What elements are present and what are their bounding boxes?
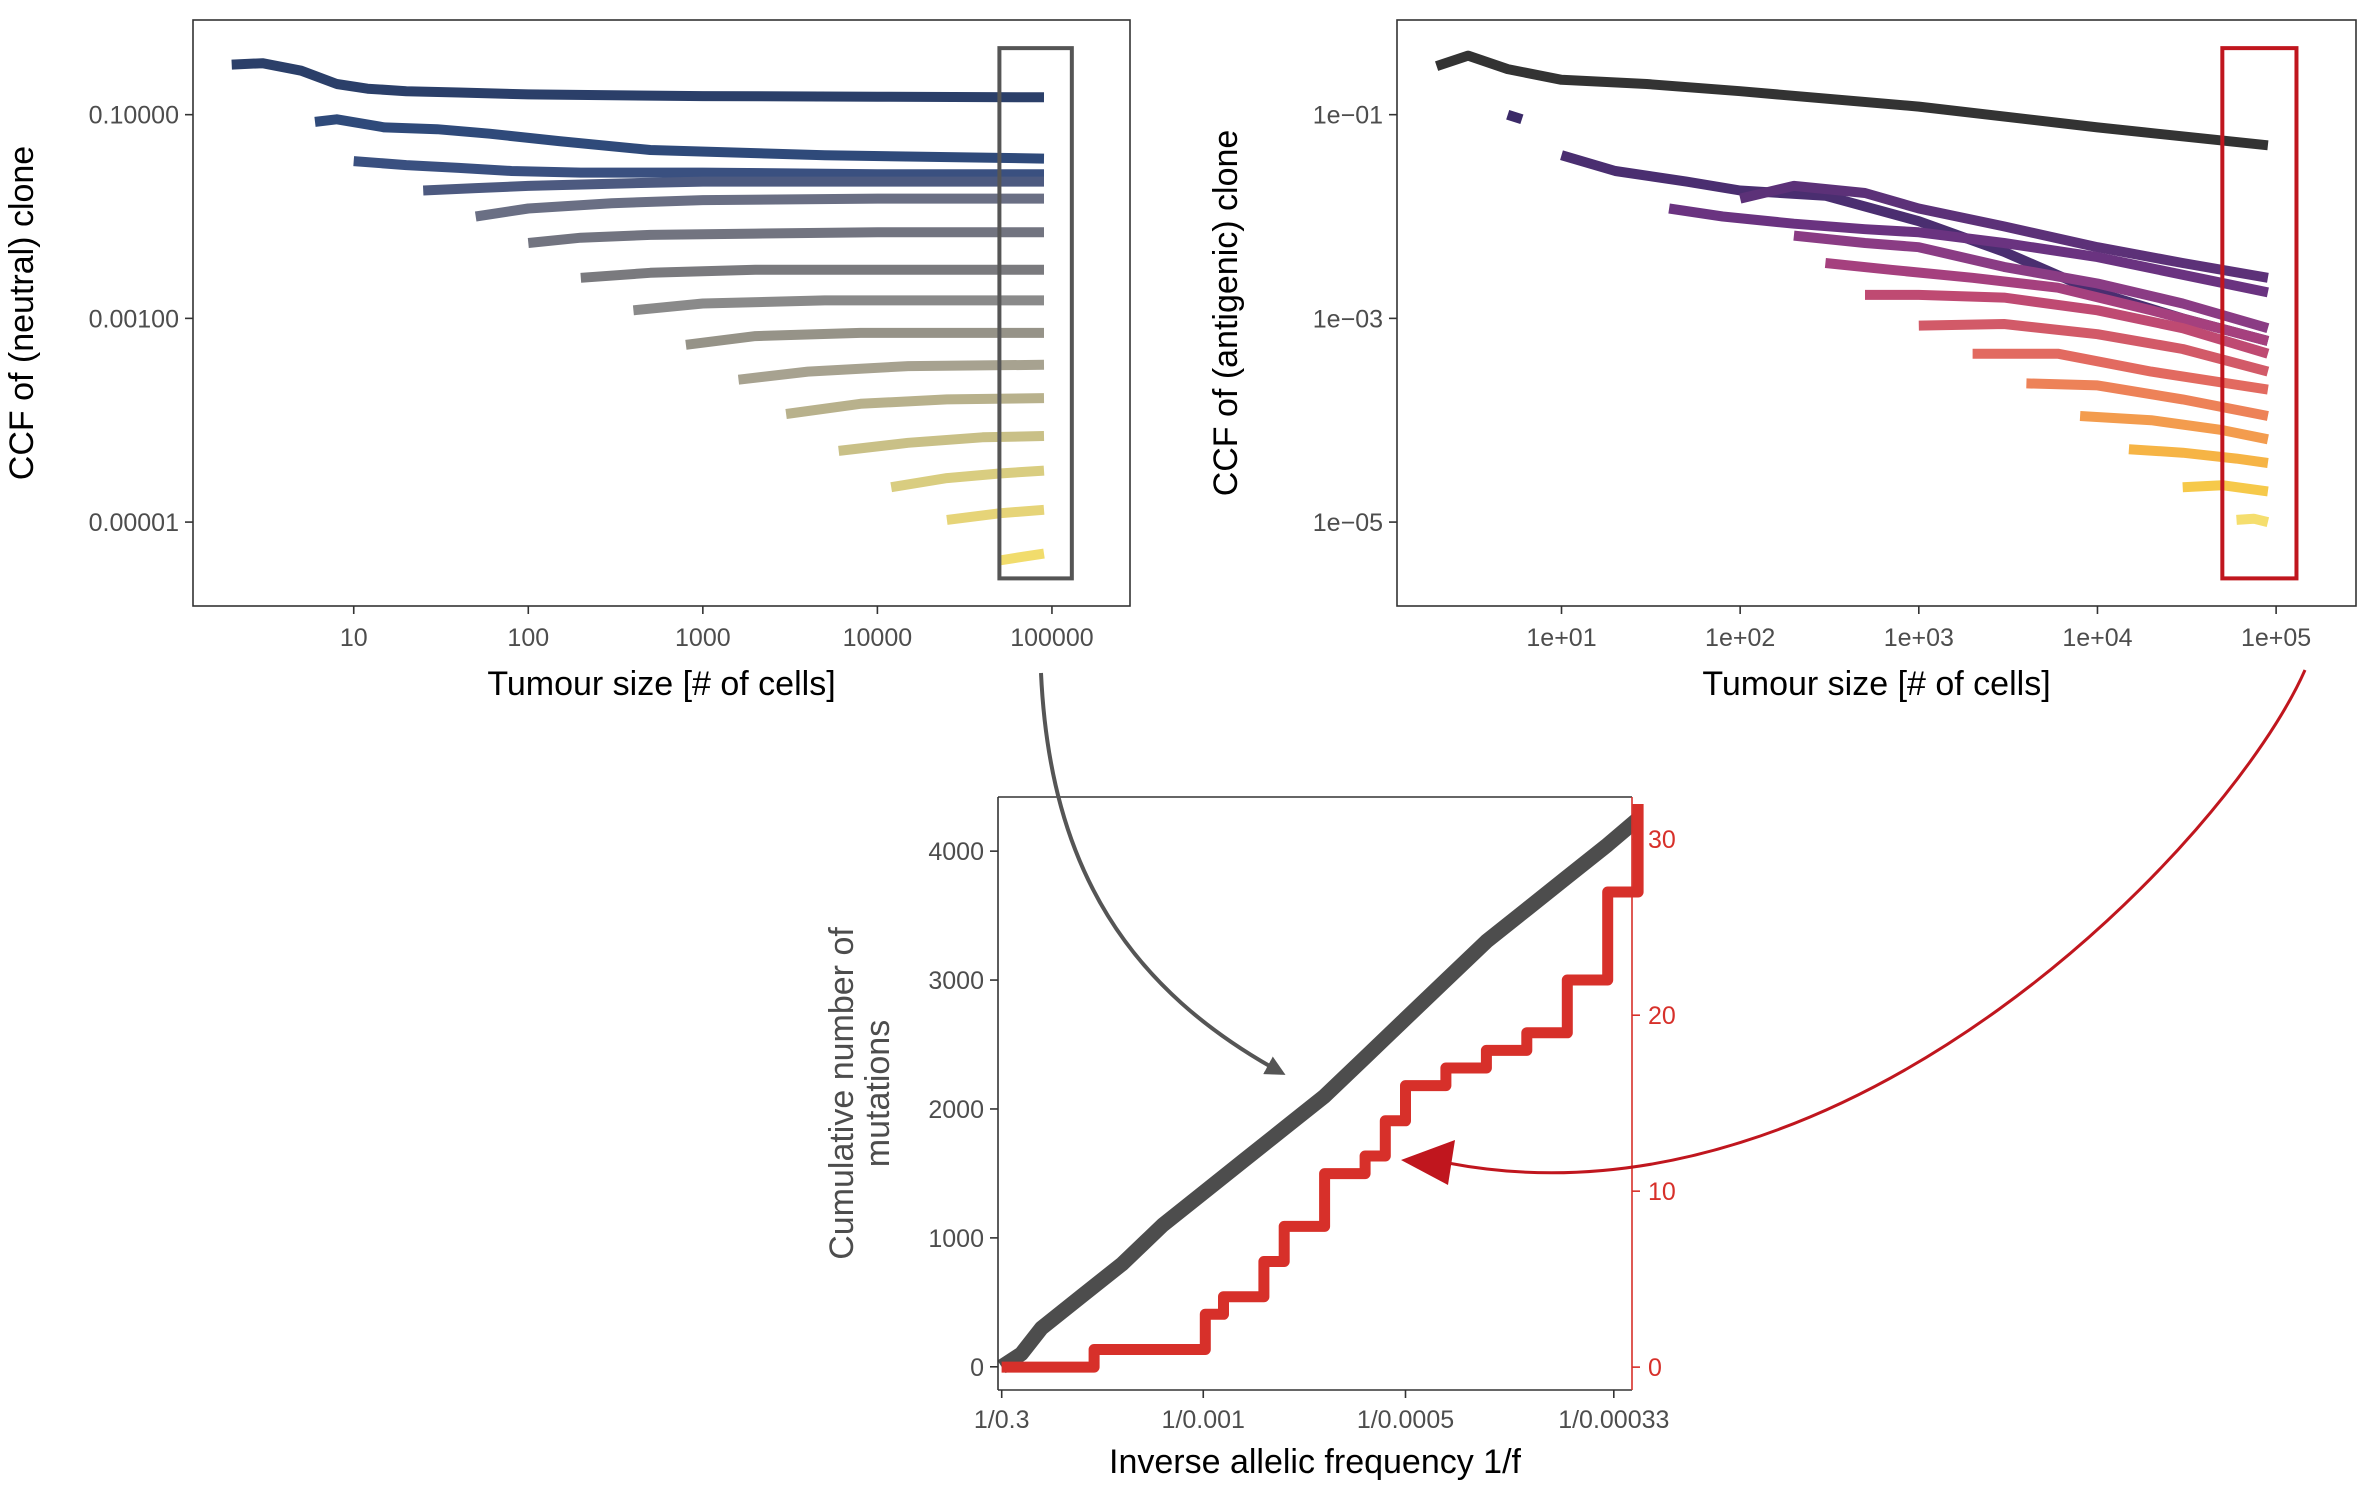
neutral-x-tick-label: 10 [340, 624, 368, 652]
cumulative-y-tick-label: 2000 [928, 1096, 984, 1124]
antigenic-series-line [1793, 230, 2270, 334]
neutral-y-axis-title: CCF of (neutral) clone [3, 146, 41, 480]
cumulative-y2-tick-label: 10 [1648, 1178, 1676, 1206]
neutral-series-line [685, 327, 1044, 350]
antigenic-series-layer [1435, 50, 2270, 527]
antigenic-to-cumulative-arrow [1447, 669, 2307, 1175]
antigenic-plot-frame [1396, 19, 2357, 607]
cumulative-y2-ticks: 0 10 20 30 [1632, 826, 1676, 1382]
neutral-highlight-box [997, 46, 1074, 581]
neutral-series-line [838, 431, 1045, 456]
neutral-series-line [422, 176, 1044, 196]
cumulative-x-tick-label: 1/0.001 [1162, 1406, 1245, 1434]
antigenic-series-line [2079, 411, 2269, 445]
antigenic-series-line [2128, 444, 2269, 468]
antigenic-x-tick-label: 1e+02 [1705, 624, 1775, 652]
cumulative-series-layer [997, 804, 1644, 1374]
neutral-y-tick-label: 0.00100 [89, 305, 179, 333]
neutral-series-line [580, 264, 1044, 283]
cumulative-axis-lines [997, 796, 1633, 1391]
neutral-x-tick-label: 1000 [675, 624, 731, 652]
antigenic-x-tick-label: 1e+01 [1526, 624, 1596, 652]
antigenic-series-line [2026, 378, 2269, 421]
antigenic-arrowhead [1401, 1140, 1455, 1185]
antigenic-series-line [1918, 319, 2270, 377]
cumulative-x-ticks: 1/0.3 1/0.001 1/0.0005 1/0.00033 [974, 1390, 1669, 1434]
antigenic-series-line [1972, 348, 2269, 395]
neutral-series-line [231, 58, 1045, 103]
total-mutations-line [997, 813, 1643, 1374]
neutral-series-line [890, 465, 1045, 493]
antigenic-x-tick-label: 1e+04 [2062, 624, 2132, 652]
cumulative-y-tick-label: 3000 [928, 967, 984, 995]
antigenic-series-line [2182, 480, 2269, 497]
antigenic-series-line [1506, 109, 1524, 125]
neutral-y-tick-label: 0.10000 [89, 102, 179, 130]
neutral-series-line [632, 295, 1044, 316]
cumulative-mutations-panel: 1/0.3 1/0.001 1/0.0005 1/0.00033 0 1000 2000 3… [823, 796, 1676, 1481]
cumulative-y2-tick-label: 20 [1648, 1002, 1676, 1030]
antigenic-series-line [2236, 513, 2270, 527]
antigenic-series-line [1435, 50, 2269, 151]
cumulative-x-axis-title: Inverse allelic frequency 1/f [1109, 1443, 1522, 1481]
antigenic-series-line [1668, 203, 2269, 298]
cumulative-y2-tick-label: 30 [1648, 826, 1676, 854]
antigenic-y-tick-label: 1e−01 [1313, 102, 1383, 130]
antigenic-series-line [1739, 180, 2269, 283]
neutral-series-line [314, 114, 1045, 164]
antigenic-series-line [1865, 289, 2270, 359]
antigenic-x-tick-label: 1e+03 [1884, 624, 1954, 652]
cumulative-x-tick-label: 1/0.0005 [1357, 1406, 1454, 1434]
cumulative-y-ticks: 0 1000 2000 3000 4000 [928, 838, 998, 1382]
antigenic-ccf-panel: 1e+01 1e+02 1e+03 1e+04 1e+05 1e−011e−031e−0… [1207, 19, 2357, 703]
antigenic-y-axis-title: CCF of (antigenic) clone [1207, 130, 1245, 497]
antigenic-x-tick-label: 1e+05 [2241, 624, 2311, 652]
antigenic-mutations-line [1001, 804, 1644, 1373]
cumulative-x-tick-label: 1/0.3 [974, 1406, 1030, 1434]
cumulative-x-tick-label: 1/0.00033 [1558, 1406, 1669, 1434]
neutral-x-axis-title: Tumour size [# of cells] [487, 665, 835, 703]
antigenic-x-axis-title: Tumour size [# of cells] [1702, 665, 2050, 703]
neutral-to-cumulative-arrow [1039, 672, 1286, 1075]
antigenic-x-ticks: 1e+01 1e+02 1e+03 1e+04 1e+05 [1526, 606, 2311, 652]
neutral-series-line [527, 227, 1044, 248]
antigenic-y-ticks: 1e−01 1e−03 1e−05 [1313, 102, 1397, 537]
antigenic-highlight-box [2220, 46, 2299, 581]
cumulative-y-axis-title: Cumulative number ofmutations [823, 927, 897, 1260]
neutral-series-line [946, 504, 1045, 525]
neutral-x-tick-label: 100000 [1010, 624, 1093, 652]
antigenic-y-tick-label: 1e−05 [1313, 509, 1383, 537]
neutral-series-line [998, 548, 1045, 566]
neutral-x-ticks: 10 100 1000 10000 100000 [340, 606, 1094, 652]
antigenic-y-tick-label: 1e−03 [1313, 305, 1383, 333]
cumulative-y-tick-label: 0 [970, 1354, 984, 1382]
neutral-ccf-panel: 10 100 1000 10000 100000 0.10000 0.00100 0.000… [3, 19, 1131, 703]
neutral-series-line [353, 156, 1044, 180]
neutral-series-line [474, 193, 1044, 222]
neutral-y-ticks: 0.10000 0.00100 0.00001 [89, 102, 193, 537]
neutral-y-tick-label: 0.00001 [89, 509, 179, 537]
neutral-x-tick-label: 10000 [843, 624, 913, 652]
cumulative-y2-tick-label: 0 [1648, 1354, 1662, 1382]
neutral-x-tick-label: 100 [507, 624, 549, 652]
neutral-series-layer [231, 58, 1045, 566]
cumulative-y-tick-label: 1000 [928, 1225, 984, 1253]
cumulative-y-tick-label: 4000 [928, 838, 984, 866]
neutral-series-line [737, 359, 1045, 385]
antigenic-series-line [1824, 258, 2270, 346]
neutral-series-line [785, 393, 1045, 419]
neutral-plot-frame [192, 19, 1131, 607]
